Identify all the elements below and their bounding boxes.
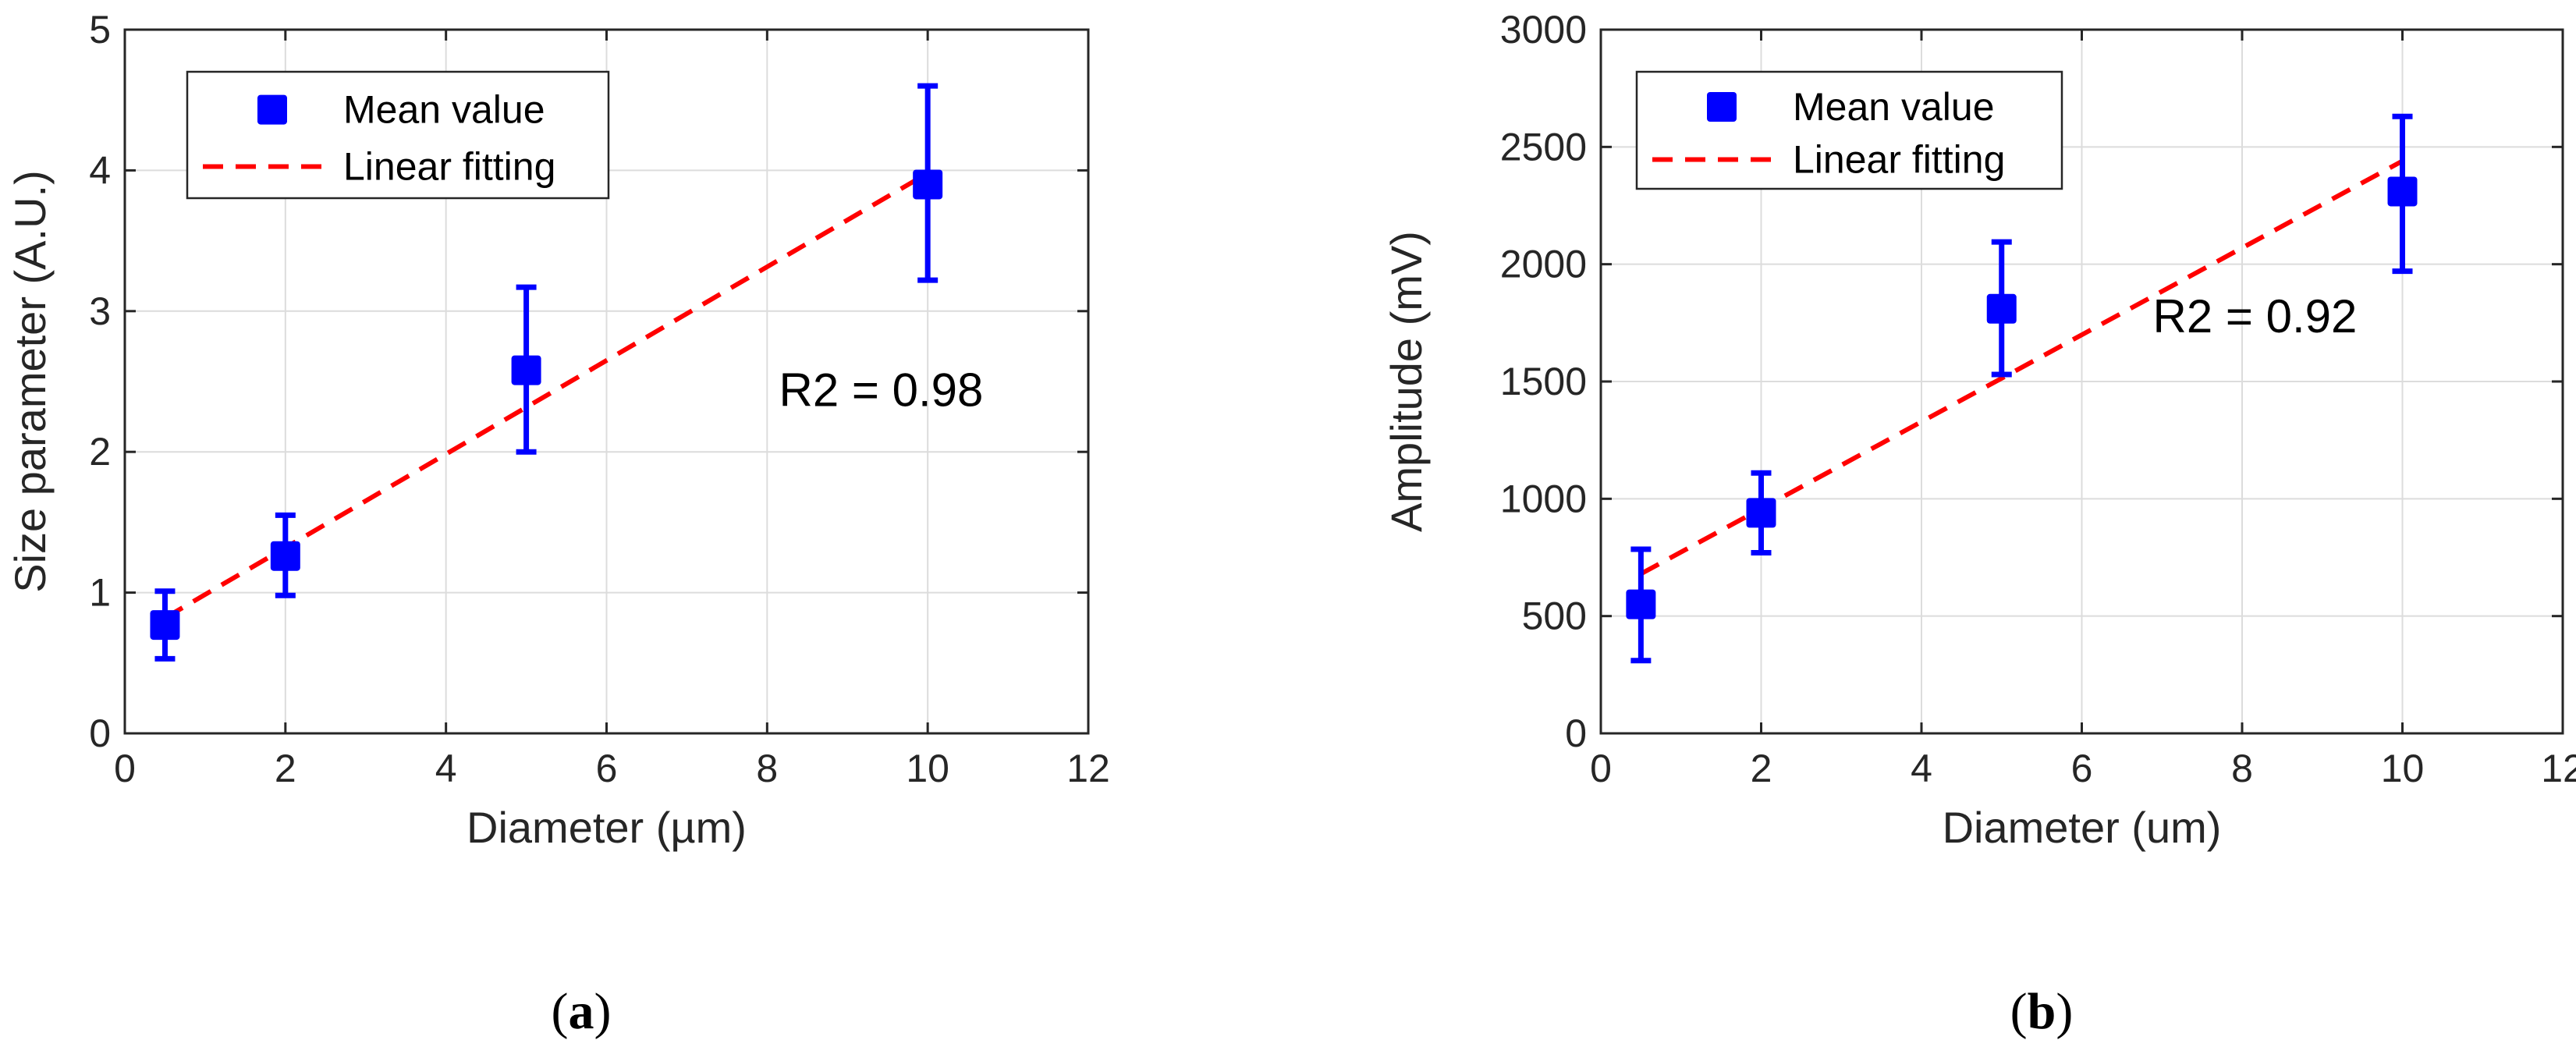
x-tick-label: 10 xyxy=(906,747,949,790)
caption-letter: a xyxy=(569,983,594,1040)
caption-letter: b xyxy=(2028,983,2056,1040)
mean-marker xyxy=(2387,176,2418,207)
legend-marker-mean xyxy=(257,94,287,125)
legend-label-fit: Linear fitting xyxy=(1793,138,2005,182)
caption-close: ) xyxy=(594,983,612,1040)
y-axis-label: Size parameter (A.U.) xyxy=(5,170,55,593)
mean-marker xyxy=(1626,589,1656,619)
chart-panel-b: 0 2 4 6 8 10 12 0 500 1000 1500 2000 2500 3000 Diamete… xyxy=(1382,8,2576,1040)
x-tick-label: 10 xyxy=(2381,747,2425,790)
r2-annotation: R2 = 0.98 xyxy=(779,364,984,417)
mean-marker xyxy=(270,541,300,571)
y-tick-label: 2 xyxy=(89,430,111,474)
y-tick-label: 3000 xyxy=(1500,8,1587,51)
x-tick-label: 0 xyxy=(114,747,136,790)
legend-marker-mean xyxy=(1707,92,1737,122)
y-tick-label: 1500 xyxy=(1500,360,1587,403)
x-tick-label: 6 xyxy=(596,747,618,790)
x-tick-label: 2 xyxy=(1751,747,1772,790)
legend-label-mean: Mean value xyxy=(1793,85,1995,129)
y-tick-label: 3 xyxy=(89,289,111,333)
y-axis-label: Amplitude (mV) xyxy=(1382,231,1431,532)
x-tick-label: 12 xyxy=(1066,747,1110,790)
panel-caption: (b) xyxy=(2010,983,2074,1040)
caption-open: ( xyxy=(552,983,569,1040)
legend-label-mean: Mean value xyxy=(343,88,545,132)
legend: Mean value Linear fitting xyxy=(1635,70,2063,190)
x-tick-label: 0 xyxy=(1590,747,1612,790)
x-tick-label: 8 xyxy=(2231,747,2253,790)
x-tick-label: 4 xyxy=(435,747,457,790)
caption-close: ) xyxy=(2056,983,2073,1040)
x-axis-label: Diameter (µm) xyxy=(467,803,747,852)
legend: Mean value Linear fitting xyxy=(186,70,610,200)
y-tick-label: 4 xyxy=(89,148,111,192)
y-tick-label: 2000 xyxy=(1500,243,1587,286)
mean-marker xyxy=(1986,293,2017,324)
y-tick-label: 2500 xyxy=(1500,125,1587,169)
mean-marker xyxy=(511,355,541,385)
panel-caption: (a) xyxy=(552,983,612,1040)
mean-marker xyxy=(150,610,180,641)
r2-annotation: R2 = 0.92 xyxy=(2153,290,2358,342)
x-axis-label: Diameter (um) xyxy=(1943,803,2222,852)
legend-box xyxy=(186,70,610,200)
axes-box xyxy=(123,28,1090,735)
caption-open: ( xyxy=(2010,983,2028,1040)
x-tick-label: 12 xyxy=(2541,747,2576,790)
y-tick-label: 500 xyxy=(1522,594,1587,638)
x-tick-label: 6 xyxy=(2071,747,2093,790)
mean-marker xyxy=(1746,498,1776,528)
y-tick-label: 0 xyxy=(89,712,111,755)
legend-box xyxy=(1635,70,2063,190)
legend-label-fit: Linear fitting xyxy=(343,145,555,189)
y-tick-label: 1 xyxy=(89,571,111,615)
y-tick-label: 0 xyxy=(1565,712,1587,755)
x-tick-label: 4 xyxy=(1911,747,1932,790)
mean-marker xyxy=(913,169,943,200)
y-tick-label: 1000 xyxy=(1500,477,1587,520)
y-tick-label: 5 xyxy=(89,8,111,51)
axes-box xyxy=(1599,28,2564,735)
x-tick-label: 2 xyxy=(275,747,296,790)
x-tick-label: 8 xyxy=(756,747,778,790)
